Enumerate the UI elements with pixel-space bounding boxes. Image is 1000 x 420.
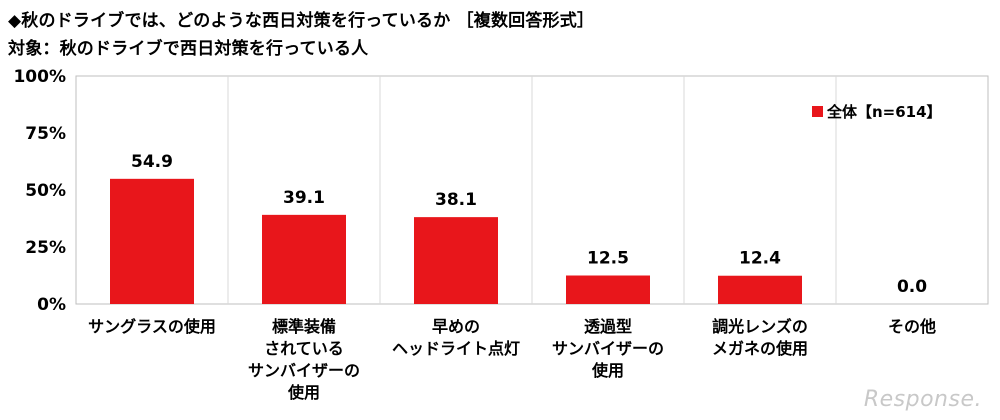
legend-label: 全体【n=614】 xyxy=(826,103,942,121)
x-tick-label: 使用 xyxy=(591,361,624,380)
y-tick-label: 75% xyxy=(25,124,66,144)
chart-subtitle: 対象：秋のドライブで西日対策を行っている人 xyxy=(8,39,369,59)
x-tick-label: 透過型 xyxy=(584,317,632,336)
x-tick-label: 標準装備 xyxy=(272,317,336,336)
x-tick-label: サンバイザーの xyxy=(248,361,360,380)
legend-swatch xyxy=(812,106,823,117)
y-tick-label: 25% xyxy=(25,238,66,258)
x-tick-label: その他 xyxy=(888,317,936,336)
x-tick-label: 早めの xyxy=(432,317,480,336)
y-tick-label: 0% xyxy=(37,295,66,315)
x-tick-label: サングラスの使用 xyxy=(88,317,216,336)
bar xyxy=(718,275,802,304)
y-tick-label: 100% xyxy=(13,67,66,87)
bar xyxy=(414,217,498,304)
data-label: 38.1 xyxy=(435,190,477,210)
x-tick-label: メガネの使用 xyxy=(712,339,808,358)
data-label: 39.1 xyxy=(283,188,325,208)
x-tick-label: されている xyxy=(264,339,344,358)
x-tick-label: サンバイザーの xyxy=(552,339,664,358)
x-tick-label: 使用 xyxy=(287,383,320,402)
data-label: 12.4 xyxy=(739,249,781,269)
x-tick-label: 調光レンズの xyxy=(712,317,808,336)
data-label: 0.0 xyxy=(897,277,927,297)
watermark-logo: Response. xyxy=(863,387,982,412)
bar xyxy=(262,214,346,304)
y-tick-label: 50% xyxy=(25,181,66,201)
data-label: 54.9 xyxy=(131,152,173,172)
bar xyxy=(566,275,650,304)
bar xyxy=(110,178,194,304)
x-tick-label: ヘッドライト点灯 xyxy=(392,339,520,358)
data-label: 12.5 xyxy=(587,249,629,269)
chart-title: ◆秋のドライブでは、どのような西日対策を行っているか ［複数回答形式］ xyxy=(8,11,595,31)
